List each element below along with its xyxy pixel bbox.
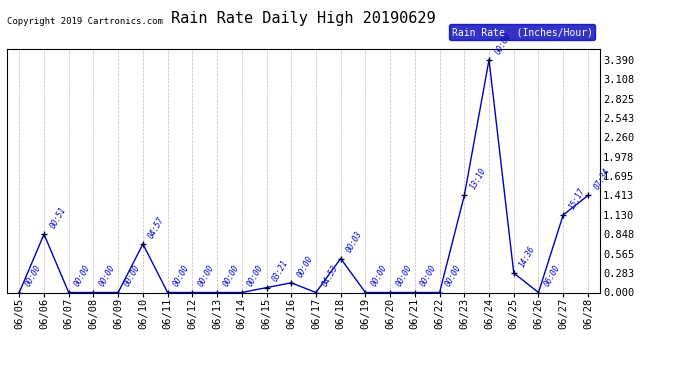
Text: 00:00: 00:00 [197,264,216,288]
Text: 00:00: 00:00 [221,264,241,288]
Text: 00:03: 00:03 [345,230,364,254]
Text: 03:21: 03:21 [270,259,290,284]
Text: 00:00: 00:00 [394,264,414,288]
Text: 00:00: 00:00 [444,264,463,288]
Text: 00:00: 00:00 [370,264,389,288]
Text: 13:10: 13:10 [469,167,488,191]
Text: 07:34: 07:34 [592,167,611,191]
Text: 00:51: 00:51 [48,206,68,230]
Text: 00:00: 00:00 [23,264,43,288]
Text: Rain Rate Daily High 20190629: Rain Rate Daily High 20190629 [171,11,436,26]
Text: 00:00: 00:00 [295,254,315,279]
Text: 00:00: 00:00 [172,264,191,288]
Text: 00:00: 00:00 [246,264,266,288]
Text: 04:53: 04:53 [320,264,339,288]
Text: 06:00: 06:00 [542,264,562,288]
Text: 00:00: 00:00 [97,264,117,288]
Text: 14:36: 14:36 [518,244,538,269]
Text: Copyright 2019 Cartronics.com: Copyright 2019 Cartronics.com [7,17,163,26]
Text: 15:17: 15:17 [567,186,586,211]
Text: 00:00: 00:00 [419,264,438,288]
Text: 04:57: 04:57 [147,215,166,240]
Legend: Rain Rate  (Inches/Hour): Rain Rate (Inches/Hour) [448,24,595,40]
Text: 00:00: 00:00 [493,31,513,56]
Text: 00:00: 00:00 [122,264,141,288]
Text: 00:00: 00:00 [73,264,92,288]
